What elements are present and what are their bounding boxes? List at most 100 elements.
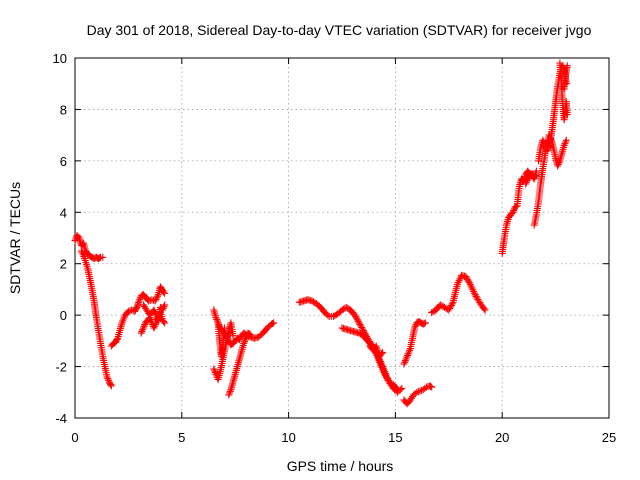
data-segment bbox=[71, 231, 107, 263]
data-point-marker bbox=[210, 306, 218, 314]
data-point-marker bbox=[104, 375, 112, 383]
axis-ticks: 0 5 10 15 20 25 -4 -2 0 2 4 6 8 10 bbox=[53, 51, 617, 445]
data-point-marker bbox=[150, 306, 158, 314]
data-point-marker bbox=[471, 291, 479, 299]
data-point-marker bbox=[353, 314, 360, 322]
data-point-marker bbox=[211, 367, 219, 375]
data-point-marker bbox=[138, 327, 146, 335]
data-point-marker bbox=[135, 299, 142, 307]
data-point-marker bbox=[241, 336, 249, 344]
data-point-marker bbox=[376, 360, 384, 368]
data-point-marker bbox=[472, 292, 480, 300]
data-point-marker bbox=[539, 136, 547, 144]
data-point-marker bbox=[150, 324, 158, 332]
data-point-marker bbox=[74, 233, 82, 241]
plot-frame bbox=[74, 57, 610, 419]
data-point-marker bbox=[563, 62, 571, 70]
data-point-marker bbox=[464, 276, 472, 284]
data-point-marker bbox=[159, 304, 167, 312]
data-point-marker bbox=[554, 160, 562, 168]
data-point-marker bbox=[241, 338, 248, 346]
y-tick-label: 0 bbox=[60, 308, 67, 323]
data-point-marker bbox=[351, 311, 359, 319]
data-point-marker bbox=[427, 383, 435, 390]
x-axis-label: GPS time / hours bbox=[287, 458, 394, 474]
data-segment bbox=[214, 319, 228, 360]
x-tick-label: 25 bbox=[602, 430, 616, 445]
data-point-marker bbox=[353, 316, 361, 324]
data-point-marker bbox=[561, 140, 569, 148]
data-point-marker bbox=[115, 329, 123, 336]
data-point-marker bbox=[445, 306, 453, 314]
data-point-marker bbox=[139, 326, 147, 334]
data-point-marker bbox=[470, 289, 478, 297]
data-point-marker bbox=[411, 322, 419, 330]
data-point-marker bbox=[153, 294, 161, 302]
data-point-marker bbox=[381, 370, 389, 378]
y-tick-label: 6 bbox=[60, 154, 67, 169]
data-point-marker bbox=[382, 373, 390, 381]
chart-title: Day 301 of 2018, Sidereal Day-to-day VTE… bbox=[87, 22, 592, 38]
y-tick-label: -4 bbox=[55, 411, 67, 426]
data-segment bbox=[560, 62, 571, 93]
data-point-marker bbox=[465, 277, 472, 285]
data-point-marker bbox=[416, 387, 424, 395]
data-point-marker bbox=[532, 171, 540, 179]
data-point-marker bbox=[357, 330, 364, 338]
data-point-marker bbox=[563, 111, 571, 119]
data-segment bbox=[530, 131, 570, 229]
data-point-marker bbox=[137, 329, 145, 337]
data-point-marker bbox=[386, 379, 394, 387]
y-axis-label: SDTVAR / TECUs bbox=[7, 182, 23, 294]
x-tick-label: 20 bbox=[495, 430, 509, 445]
data-point-marker bbox=[465, 279, 473, 287]
data-point-marker bbox=[378, 350, 385, 358]
data-point-marker bbox=[439, 303, 447, 311]
data-segment bbox=[522, 170, 540, 188]
data-point-marker bbox=[160, 303, 168, 311]
data-segment bbox=[107, 283, 169, 350]
data-point-marker bbox=[160, 288, 168, 296]
data-point-marker bbox=[237, 351, 244, 359]
data-point-marker bbox=[509, 208, 517, 216]
data-point-marker bbox=[462, 273, 470, 281]
data-point-marker bbox=[140, 322, 148, 330]
data-point-marker bbox=[212, 314, 220, 322]
data-point-marker bbox=[151, 297, 159, 305]
data-point-marker bbox=[560, 141, 568, 149]
data-point-marker bbox=[428, 309, 436, 317]
data-point-marker bbox=[159, 306, 167, 314]
data-point-marker bbox=[161, 301, 169, 309]
data-point-marker bbox=[152, 321, 159, 329]
data-point-marker bbox=[481, 306, 489, 314]
data-series bbox=[71, 59, 571, 408]
grid bbox=[75, 58, 609, 418]
data-point-marker bbox=[522, 180, 530, 188]
x-tick-label: 5 bbox=[178, 430, 185, 445]
data-point-marker bbox=[393, 384, 400, 392]
data-point-marker bbox=[380, 369, 388, 377]
data-point-marker bbox=[522, 178, 530, 186]
data-point-marker bbox=[99, 253, 107, 261]
data-point-marker bbox=[543, 147, 551, 155]
data-segment bbox=[428, 271, 489, 317]
data-point-marker bbox=[394, 386, 401, 394]
data-point-marker bbox=[154, 292, 161, 300]
data-point-marker bbox=[107, 382, 115, 390]
x-tick-label: 10 bbox=[281, 430, 295, 445]
data-point-marker bbox=[229, 332, 237, 340]
data-point-marker bbox=[413, 388, 421, 396]
data-point-marker bbox=[161, 289, 169, 297]
data-point-marker bbox=[555, 159, 563, 167]
data-point-marker bbox=[151, 322, 159, 330]
data-point-marker bbox=[383, 375, 391, 383]
data-point-marker bbox=[473, 294, 481, 302]
data-point-marker bbox=[270, 319, 278, 327]
data-point-marker bbox=[545, 143, 552, 151]
data-point-marker bbox=[136, 295, 144, 303]
x-tick-label: 15 bbox=[388, 430, 402, 445]
data-point-marker bbox=[400, 360, 408, 368]
data-point-marker bbox=[554, 162, 562, 170]
data-point-marker bbox=[404, 350, 412, 358]
